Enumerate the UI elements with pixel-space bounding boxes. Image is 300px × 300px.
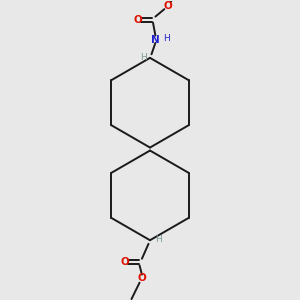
Text: N: N — [151, 35, 160, 45]
Text: O: O — [164, 1, 172, 11]
Text: O: O — [138, 273, 146, 283]
Text: H: H — [155, 235, 162, 244]
Text: H: H — [140, 53, 147, 62]
Text: H: H — [164, 34, 170, 43]
Text: O: O — [120, 257, 129, 267]
Text: O: O — [133, 15, 142, 25]
